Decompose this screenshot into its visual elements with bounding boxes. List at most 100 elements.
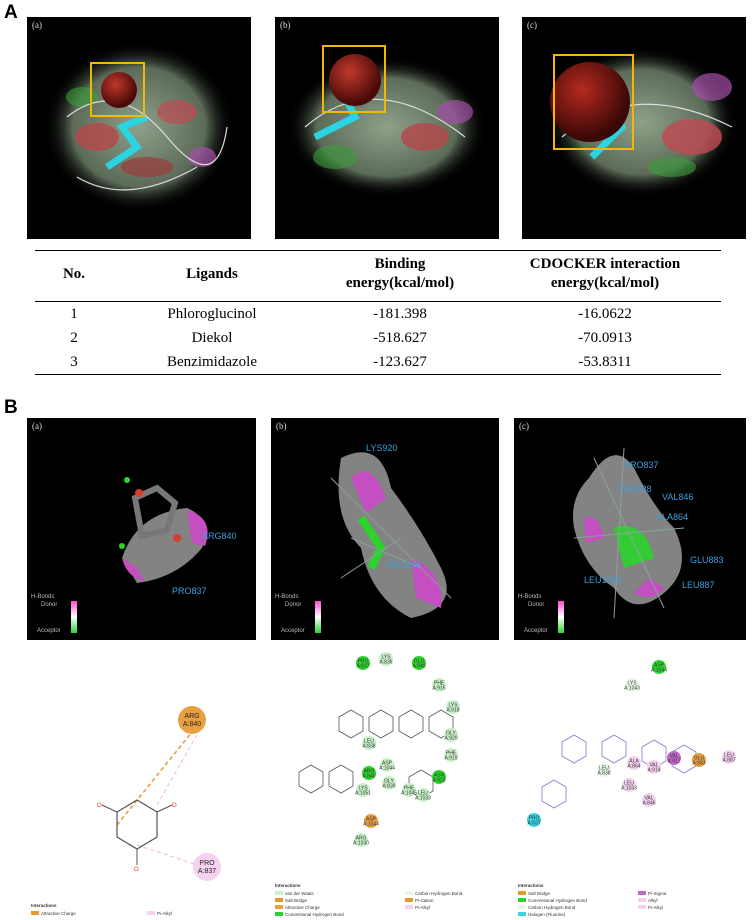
hbond-colorbar: [71, 601, 77, 633]
node-label: A:846: [642, 801, 655, 807]
node-label: A:1033: [415, 796, 431, 802]
row-cdocker: -70.0913: [578, 330, 632, 346]
legend-label: Conventional Hydrogen Bond: [285, 912, 344, 917]
node-label: A:1045: [401, 791, 417, 797]
node-label: GLU: [414, 659, 425, 665]
residue-label: GLU883: [690, 555, 724, 565]
node-label: A:918: [446, 708, 459, 714]
legend-item: Pi-Alkyl: [405, 905, 430, 910]
hbonds-acceptor: Acceptor: [281, 628, 305, 634]
node-label: A:919: [444, 756, 457, 762]
row-cdocker: -16.0622: [578, 306, 632, 322]
node-label: PHE: [404, 786, 415, 792]
node-label: LEU: [364, 739, 374, 745]
legend-label: Salt Bridge: [528, 891, 551, 896]
hbonds-donor: Donor: [528, 602, 545, 608]
svg-text:O: O: [134, 867, 139, 873]
binding-energy-table: No. Ligands Binding energy(kcal/mol) CDO…: [35, 250, 721, 375]
node-label: A:1044: [363, 822, 379, 828]
legend-label: Halogen (Fluorine): [528, 912, 566, 917]
row-ligand: Phloroglucinol: [167, 306, 257, 322]
header-cdocker-line2: energy(kcal/mol): [550, 275, 660, 291]
legend-item: Salt Bridge: [518, 891, 551, 896]
node-label: LYS: [358, 786, 368, 792]
node-label: A:920: [444, 736, 457, 742]
legend-item: Pi-Alkyl: [638, 905, 663, 910]
node-label: PRO: [199, 860, 215, 867]
legend-item: Halogen (Fluorine): [518, 912, 566, 917]
node-label: A:837: [356, 664, 369, 670]
residue-label: LYS920: [366, 443, 397, 453]
residue-label: LEU1002: [584, 575, 622, 585]
node-label: A:837: [527, 821, 540, 827]
panel-tag: (b): [276, 421, 287, 431]
residue-label: PRO837: [172, 586, 207, 596]
node-label: A:840: [362, 774, 375, 780]
legend-item: Pi-Cation: [405, 898, 434, 903]
legend-item: Salt Bridge: [275, 898, 308, 903]
panel-tag: (a): [32, 421, 42, 431]
node-label: A:1030: [353, 841, 369, 847]
legend-title: Interactions: [518, 883, 544, 888]
node-label: A:840: [412, 664, 425, 670]
node-label: GLY: [446, 731, 456, 737]
legend-item: Carbon Hydrogen Bond: [405, 891, 463, 896]
node-label: A:917: [667, 759, 680, 765]
legend-label: Carbon Hydrogen Bond: [415, 891, 463, 896]
interaction-diagram-a: O O O ARG A:840 PRO A:837 Interactions A…: [31, 706, 221, 916]
panel-tag: (a): [32, 20, 42, 30]
residue-label: LEU838: [619, 484, 652, 494]
node-label: A:916: [432, 686, 445, 692]
node-label: A:1044: [651, 668, 667, 674]
legend-label: Pi-Alkyl: [415, 905, 430, 910]
legend-item: Conventional Hydrogen Bond: [275, 912, 344, 917]
protein-surface-panel-c: (c): [522, 17, 746, 239]
hbonds-title: H-Bonds: [518, 594, 542, 600]
node-label: A:838: [362, 744, 375, 750]
header-cdocker-energy: CDOCKER interaction energy(kcal/mol): [489, 251, 721, 302]
section-a-label: A: [4, 2, 18, 23]
row-binding: -518.627: [373, 330, 427, 346]
node-label: A:1043: [624, 686, 640, 692]
hbonds-donor: Donor: [285, 602, 302, 608]
node-label: A:836: [379, 660, 392, 666]
node-label: ASN: [434, 773, 445, 779]
row-no: 1: [70, 306, 78, 322]
header-cdocker-line1: CDOCKER interaction: [529, 256, 681, 272]
node-label: LEU: [724, 753, 734, 759]
node-label: ARG: [364, 769, 375, 775]
legend-label: Pi-Cation: [415, 898, 434, 903]
protein-surface-image: [547, 47, 737, 197]
node-label: A:1044: [379, 766, 395, 772]
node-label: ARG: [356, 836, 367, 842]
binding-pose-panel-a: (a) ARG840 PRO837 H-Bonds Donor Acceptor: [27, 418, 256, 640]
binding-pose-image: LYS920 ARG840: [315, 443, 452, 633]
hbonds-title: H-Bonds: [31, 594, 55, 600]
hbond-colorbar: [558, 601, 564, 633]
residue-label: ALA864: [656, 512, 688, 522]
residue-label: LEU887: [682, 580, 715, 590]
node-label: A:923: [432, 778, 445, 784]
row-ligand: Diekol: [191, 330, 233, 346]
legend-item: Attractive Charge: [275, 905, 320, 910]
legend-label: Attractive Charge: [285, 905, 320, 910]
residue-label: ARG840: [386, 560, 421, 570]
residue-label: ARG840: [202, 531, 237, 541]
legend-item: Pi-Sigma: [638, 891, 667, 896]
header-binding-line1: Binding: [374, 256, 426, 272]
table-row: 3 Benzimidazole -123.627 -53.8311: [35, 350, 721, 375]
node-label: GLY: [384, 779, 394, 785]
